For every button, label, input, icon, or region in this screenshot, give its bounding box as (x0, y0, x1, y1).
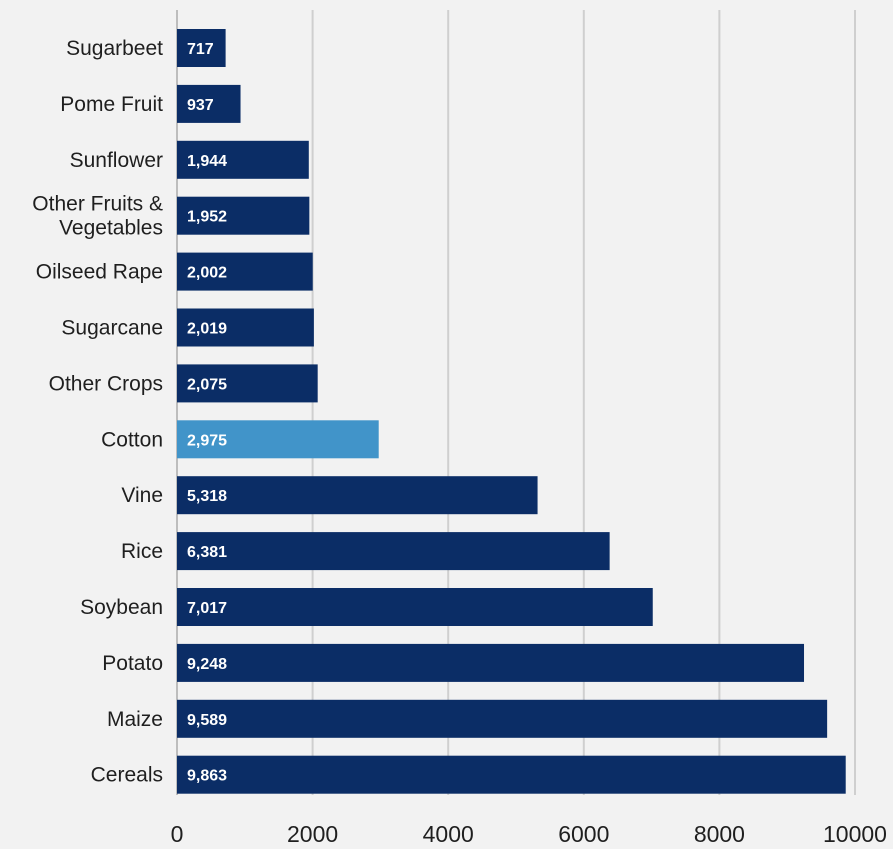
bar-sugarcane (177, 308, 314, 347)
category-label-line: Sugarbeet (66, 37, 163, 60)
bar-pome-fruit (177, 84, 241, 123)
bar-oilseed-rape (177, 252, 313, 291)
bar-value-label: 7,017 (187, 600, 227, 617)
bar-value-label: 2,002 (187, 265, 227, 282)
x-tick-label-4000: 4000 (423, 821, 474, 847)
category-label: Cereals (91, 764, 163, 787)
bar-vine (177, 476, 538, 515)
x-tick-label-10000: 10000 (823, 821, 887, 847)
x-tick-label-0: 0 (171, 821, 184, 847)
category-label-line: Pome Fruit (60, 93, 163, 116)
bar-maize (177, 699, 828, 738)
x-tick-label-6000: 6000 (558, 821, 609, 847)
bar-other-fruits-vegetables (177, 196, 310, 235)
category-label-line: Rice (121, 540, 163, 563)
bar-rice (177, 532, 610, 571)
bar-sunflower (177, 140, 309, 179)
bar-value-label: 937 (187, 97, 214, 114)
category-label-line: Other Fruits & (32, 193, 163, 216)
x-tick-label-8000: 8000 (694, 821, 745, 847)
category-label-line: Sugarcane (61, 317, 163, 340)
bar-soybean (177, 588, 653, 626)
category-label: Other Crops (49, 372, 163, 395)
bar-value-label: 9,248 (187, 656, 227, 673)
bar-value-label: 9,863 (187, 768, 227, 785)
bar-value-label: 5,318 (187, 488, 227, 505)
category-label-line: Soybean (80, 596, 163, 619)
category-label-line: Vine (121, 484, 163, 507)
category-label-line: Cereals (91, 764, 163, 787)
category-label: Pome Fruit (60, 93, 163, 116)
category-label: Oilseed Rape (36, 261, 163, 284)
bar-value-label: 717 (187, 41, 214, 58)
bar-value-label: 2,975 (187, 432, 227, 449)
category-label: Sugarbeet (66, 37, 163, 60)
bar-value-label: 1,944 (187, 153, 227, 170)
bar-potato (177, 643, 805, 682)
category-label-line: Cotton (101, 428, 163, 451)
category-label-line: Vegetables (59, 217, 163, 240)
category-label-line: Oilseed Rape (36, 261, 163, 284)
category-label-line: Maize (107, 708, 163, 731)
category-label: Potato (102, 652, 163, 675)
bar-sugarbeet (177, 29, 226, 67)
category-label: Sunflower (70, 149, 163, 172)
category-label: Other Fruits & Vegetables (32, 193, 163, 240)
bar-cotton (177, 420, 379, 459)
category-label: Rice (121, 540, 163, 563)
bar-value-label: 2,019 (187, 321, 227, 338)
category-label: Sugarcane (61, 317, 163, 340)
category-label-line: Other Crops (49, 372, 163, 395)
category-label: Soybean (80, 596, 163, 619)
bar-value-label: 2,075 (187, 376, 227, 393)
category-label: Vine (121, 484, 163, 507)
category-label-line: Sunflower (70, 149, 163, 172)
bar-value-label: 9,589 (187, 712, 227, 729)
bar-value-label: 1,952 (187, 209, 227, 226)
bar-value-label: 6,381 (187, 544, 227, 561)
category-label: Maize (107, 708, 163, 731)
bar-other-crops (177, 364, 318, 403)
category-label-line: Potato (102, 652, 163, 675)
bar-cereals (177, 755, 846, 794)
x-tick-label-2000: 2000 (287, 821, 338, 847)
category-label: Cotton (101, 428, 163, 451)
